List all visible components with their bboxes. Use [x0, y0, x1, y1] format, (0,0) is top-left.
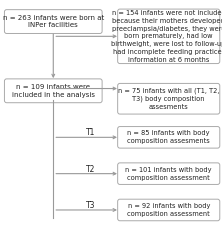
Text: n = 92 infants with body
composition assessment: n = 92 infants with body composition ass… [127, 203, 210, 217]
Text: n = 109 infants were
included in the analysis: n = 109 infants were included in the ana… [12, 84, 95, 98]
Text: n = 154 infants were not included
because their mothers developed
preeclampsia/d: n = 154 infants were not included becaus… [111, 10, 222, 63]
Text: n = 101 infants with body
composition assessment: n = 101 infants with body composition as… [125, 167, 212, 180]
FancyBboxPatch shape [4, 79, 102, 103]
FancyBboxPatch shape [118, 9, 220, 64]
Text: T1: T1 [86, 128, 96, 137]
FancyBboxPatch shape [118, 199, 220, 221]
FancyBboxPatch shape [118, 126, 220, 148]
Text: n = 75 infants with all (T1, T2,
T3) body composition
assesments: n = 75 infants with all (T1, T2, T3) bod… [118, 87, 219, 110]
FancyBboxPatch shape [118, 163, 220, 184]
FancyBboxPatch shape [4, 10, 102, 33]
FancyBboxPatch shape [118, 84, 220, 114]
Text: n = 85 infants with body
composition assesments: n = 85 infants with body composition ass… [127, 131, 210, 144]
Text: T3: T3 [86, 201, 96, 210]
Text: T2: T2 [86, 165, 96, 174]
Text: n = 263 infants were born at
INPer facilities: n = 263 infants were born at INPer facil… [3, 15, 104, 28]
